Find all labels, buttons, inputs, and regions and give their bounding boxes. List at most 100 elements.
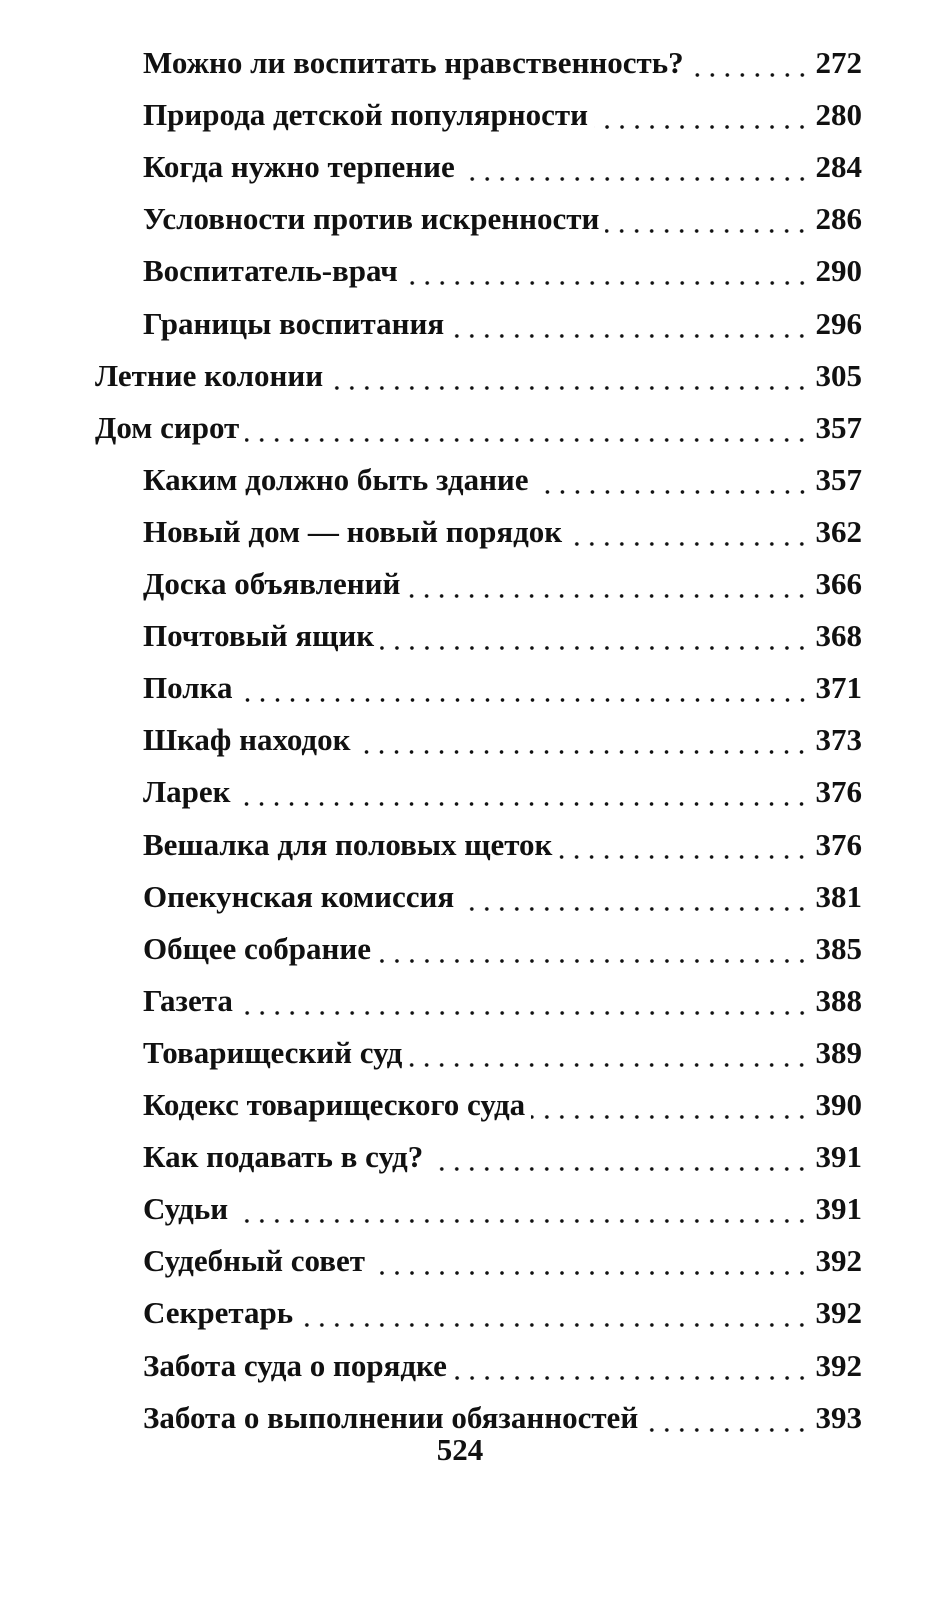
toc-entry: Секретарь 392 — [143, 1293, 863, 1334]
toc-entry: Общее собрание 385 — [143, 928, 863, 969]
toc-entry: Воспитатель-врач 290 — [143, 251, 863, 292]
toc-entry: Судьи 391 — [143, 1189, 863, 1230]
dot-leader — [245, 407, 810, 448]
toc-entry: Природа детской популярности 280 — [143, 95, 863, 136]
entry-page: 392 — [815, 1243, 863, 1279]
entry-title: Воспитатель-врач — [143, 253, 398, 289]
entry-title: Забота суда о порядке — [143, 1347, 447, 1383]
dot-leader — [406, 564, 810, 604]
dot-leader — [371, 1241, 810, 1282]
entry-title: Кодекс товарищеского суда — [143, 1087, 526, 1122]
dot-leader — [644, 1397, 810, 1438]
entry-page: 366 — [815, 566, 863, 601]
dot-leader — [238, 668, 810, 709]
entry-page: 357 — [815, 409, 863, 445]
entry-title: Летние колонии — [95, 357, 324, 393]
entry-title: Секретарь — [143, 1295, 294, 1331]
entry-page: 392 — [815, 1347, 863, 1383]
entry-page: 392 — [815, 1295, 863, 1331]
entry-title: Можно ли воспитать нравственность? — [143, 45, 684, 80]
dot-leader — [689, 43, 810, 83]
entry-page: 371 — [815, 670, 863, 706]
entry-page: 391 — [815, 1139, 863, 1175]
entry-page: 362 — [815, 513, 863, 549]
toc-entry: Условности против искренности 286 — [143, 199, 863, 240]
entry-title: Газета — [143, 982, 233, 1018]
entry-page: 296 — [815, 305, 863, 341]
entry-page: 376 — [815, 774, 863, 810]
toc-entry: Почтовый ящик 368 — [143, 616, 862, 657]
entry-title: Ларек — [143, 774, 231, 810]
toc-entry: Границы воспитания 296 — [143, 303, 863, 344]
entry-page: 284 — [815, 149, 863, 185]
entry-page: 390 — [815, 1087, 863, 1122]
entry-title: Шкаф находок — [143, 722, 351, 758]
dot-leader — [605, 199, 810, 240]
entry-page: 393 — [815, 1399, 863, 1435]
toc-entry: Забота суда о порядке 392 — [143, 1345, 863, 1386]
entry-title: Когда нужно терпение — [143, 149, 455, 185]
entry-page: 280 — [815, 97, 863, 133]
entry-title: Вешалка для половых щеток — [143, 826, 553, 862]
toc-entry: Товарищеский суд 389 — [143, 1032, 863, 1073]
entry-page: 389 — [815, 1034, 863, 1070]
toc-entry: Кодекс товарищеского суда 390 — [143, 1085, 862, 1125]
entry-title: Дом сирот — [95, 409, 240, 445]
entry-page: 290 — [815, 253, 863, 289]
entry-title: Границы воспитания — [143, 305, 445, 341]
entry-page: 272 — [815, 45, 863, 80]
entry-title: Новый дом — новый порядок — [143, 513, 563, 549]
toc-entry: Опекунская комиссия 381 — [143, 876, 863, 917]
entry-page: 385 — [815, 930, 863, 966]
entry-title: Почтовый ящик — [143, 618, 375, 654]
entry-page: 286 — [815, 201, 863, 237]
dot-leader — [403, 251, 810, 292]
toc-entry: Летние колонии 305 — [95, 355, 863, 396]
toc-entry: Дом сирот 357 — [95, 407, 863, 448]
entry-title: Забота о выполнении обязанностей — [143, 1399, 639, 1435]
toc-entry: Ларек 376 — [143, 772, 863, 813]
dot-leader — [452, 1345, 810, 1386]
entry-page: 305 — [815, 357, 863, 393]
toc-entry: Полка 371 — [143, 668, 863, 709]
dot-leader — [238, 980, 810, 1021]
toc-entry: Можно ли воспитать нравственность? 272 — [143, 43, 862, 83]
dot-leader — [234, 1189, 810, 1230]
toc-entry: Вешалка для половых щеток 376 — [143, 824, 863, 865]
entry-page: 376 — [815, 826, 863, 862]
page-number: 524 — [436, 1432, 484, 1467]
entry-page: 388 — [815, 982, 863, 1018]
dot-leader — [377, 928, 810, 969]
entry-title: Полка — [143, 670, 233, 706]
dot-leader — [534, 459, 810, 500]
dot-leader — [450, 303, 810, 344]
entry-title: Общее собрание — [143, 930, 372, 966]
entry-title: Опекунская комиссия — [143, 878, 455, 914]
dot-leader — [236, 772, 810, 813]
toc-entry: Доска объявлений 366 — [143, 564, 862, 604]
dot-leader — [460, 147, 810, 188]
entry-title: Судебный совет — [143, 1243, 365, 1279]
entry-page: 391 — [815, 1191, 863, 1227]
toc-entry: Новый дом — новый порядок 362 — [143, 511, 863, 552]
dot-leader — [568, 511, 810, 552]
toc-entry: Судебный совет 392 — [143, 1241, 863, 1282]
entry-page: 373 — [815, 722, 863, 758]
entry-title: Товарищеский суд — [143, 1034, 403, 1070]
dot-leader — [329, 355, 810, 396]
dot-leader — [593, 95, 810, 136]
entry-title: Природа детской популярности — [143, 97, 588, 133]
entry-page: 381 — [815, 878, 863, 914]
entry-title: Как подавать в суд? — [143, 1139, 424, 1175]
dot-leader — [429, 1137, 810, 1178]
dot-leader — [356, 720, 810, 761]
dot-leader — [408, 1032, 810, 1073]
dot-leader — [531, 1085, 810, 1125]
dot-leader — [380, 616, 810, 657]
entry-page: 357 — [815, 461, 863, 497]
toc-entry: Каким должно быть здание 357 — [143, 459, 863, 500]
entry-title: Условности против искренности — [143, 201, 600, 237]
dot-leader — [460, 876, 810, 917]
toc-entry: Газета 388 — [143, 980, 863, 1021]
